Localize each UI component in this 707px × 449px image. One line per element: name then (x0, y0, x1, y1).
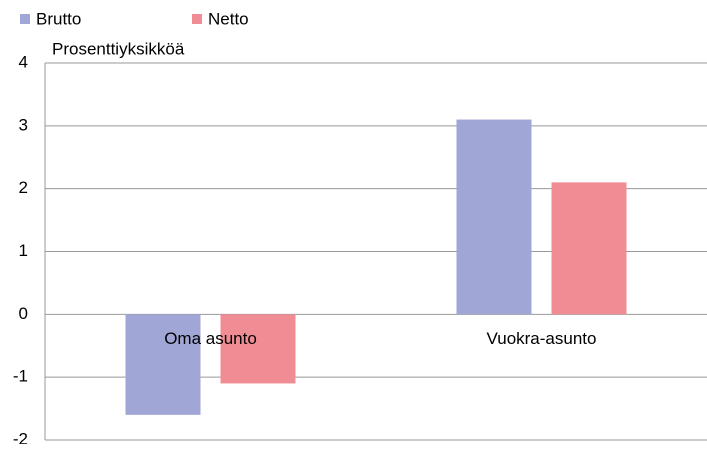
y-axis-label: Prosenttiyksikköä (52, 39, 185, 58)
bar (551, 182, 627, 315)
x-tick-label: Vuokra-asunto (487, 329, 597, 348)
y-tick-label: 1 (19, 241, 28, 260)
legend-label: Netto (208, 9, 249, 28)
y-tick-label: 4 (19, 52, 28, 71)
x-tick-label: Oma asunto (164, 329, 257, 348)
bar (125, 314, 201, 415)
legend-swatch (192, 14, 202, 24)
y-tick-label: 3 (19, 115, 28, 134)
y-tick-label: 0 (19, 304, 28, 323)
bar (456, 119, 532, 315)
legend-label: Brutto (36, 9, 81, 28)
y-tick-label: 2 (19, 178, 28, 197)
legend-swatch (20, 14, 30, 24)
y-tick-label: -1 (13, 367, 28, 386)
bar (220, 314, 296, 384)
y-tick-label: -2 (13, 429, 28, 444)
